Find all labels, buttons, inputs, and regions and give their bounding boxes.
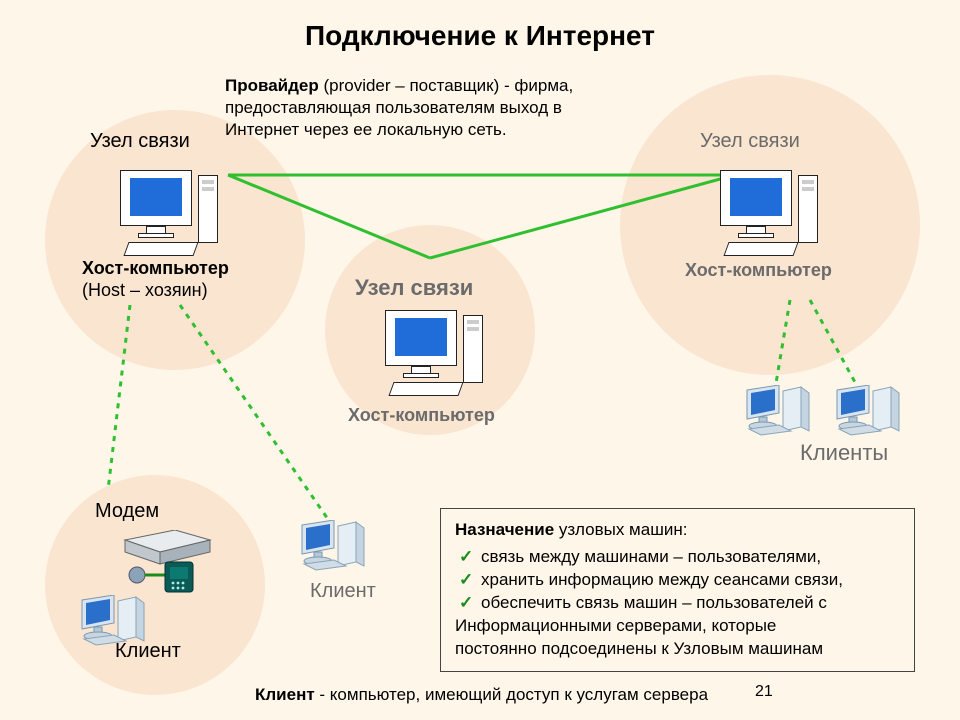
info-box-tail: постоянно подсоединены к Узловым машинам	[455, 638, 900, 661]
host-sublabel-left: (Host – хозяин)	[82, 280, 208, 301]
host-label-center: Хост-компьютер	[348, 405, 495, 426]
host-computer-icon	[720, 170, 840, 265]
info-box-list: связь между машинами – пользователями,хр…	[455, 546, 900, 615]
provider-bold: Провайдер	[225, 76, 319, 95]
info-box-item: связь между машинами – пользователями,	[481, 546, 900, 569]
node-label-center: Узел связи	[355, 275, 473, 301]
modem-icon	[115, 530, 235, 595]
modem-label: Модем	[95, 500, 159, 523]
host-computer-icon	[385, 310, 505, 405]
node-label-right: Узел связи	[700, 130, 800, 153]
info-box: Назначение узловых машин: связь между ма…	[440, 508, 915, 672]
info-box-item: хранить информацию между сеансами связи,	[481, 569, 900, 592]
host-computer-icon	[120, 170, 240, 265]
provider-description: Провайдер (provider – поставщик) - фирма…	[225, 75, 605, 141]
client-definition: Клиент - компьютер, имеющий доступ к усл…	[255, 685, 708, 705]
info-box-head: узловых машин:	[554, 520, 687, 539]
info-box-item: обеспечить связь машин – пользователей с	[481, 592, 900, 615]
client-def-rest: - компьютер, имеющий доступ к услугам се…	[315, 685, 708, 704]
node-label-left: Узел связи	[90, 130, 190, 153]
client-label-mid: Клиент	[310, 580, 376, 603]
client-computer-icon	[835, 385, 905, 440]
client-computer-icon	[300, 520, 370, 575]
info-box-tail: Информационными серверами, которые	[455, 615, 900, 638]
page-number: 21	[755, 683, 773, 701]
client-def-bold: Клиент	[255, 685, 315, 704]
info-box-bold: Назначение	[455, 520, 554, 539]
clients-label-right: Клиенты	[800, 440, 888, 466]
client-computer-icon	[745, 385, 815, 440]
slide-title: Подключение к Интернет	[0, 20, 960, 52]
client-computer-icon	[80, 595, 150, 650]
